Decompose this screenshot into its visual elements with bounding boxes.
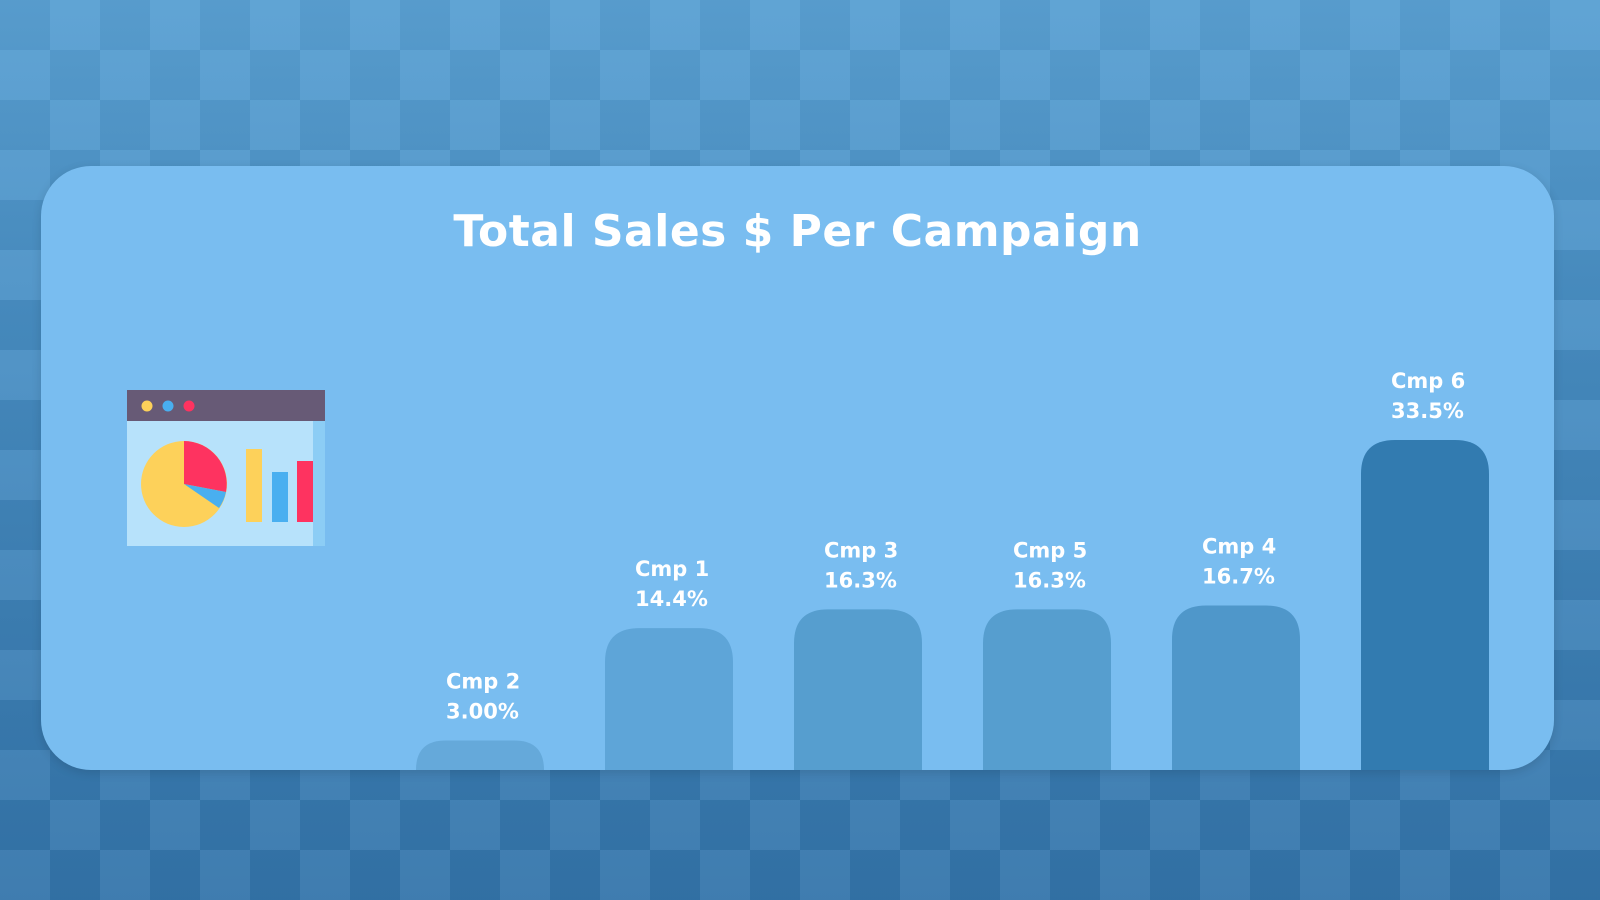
value-label: 33.5% [1391,399,1464,423]
value-label: 16.7% [1202,564,1275,588]
bar-cmp-4 [1172,605,1300,770]
value-label: 14.4% [635,587,708,611]
bar-cmp-3 [794,609,922,770]
bar-chart: Cmp 2 3.00% Cmp 1 14.4% Cmp 3 16.3% Cmp 5 16.3%… [41,166,1554,770]
chart-card: Total Sales $ Per Campaign Cmp 2 3.00% Cmp… [41,166,1554,770]
category-label: Cmp 4 [1202,534,1276,558]
category-label: Cmp 1 [635,557,709,581]
category-label: Cmp 3 [824,538,898,562]
value-label: 16.3% [824,568,897,592]
bar-cmp-6 [1361,440,1489,770]
value-label: 3.00% [446,699,519,723]
category-label: Cmp 5 [1013,538,1087,562]
bar-cmp-2 [416,740,544,770]
bar-cmp-5 [983,609,1111,770]
value-label: 16.3% [1013,568,1086,592]
category-label: Cmp 6 [1391,369,1465,393]
bar-cmp-1 [605,628,733,770]
category-label: Cmp 2 [446,669,520,693]
